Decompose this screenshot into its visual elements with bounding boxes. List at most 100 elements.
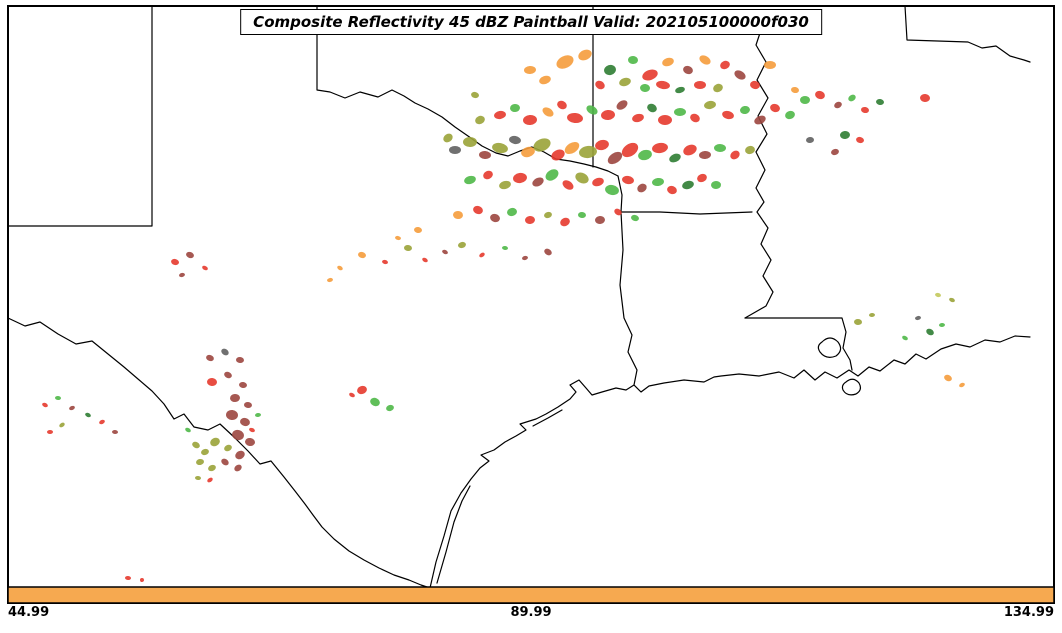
paintball-blob — [464, 175, 476, 185]
paintball-blob — [524, 65, 536, 75]
paintball-blob — [185, 427, 191, 433]
paintball-blob — [47, 429, 53, 435]
paintball-blob — [404, 244, 412, 252]
colorbar-tick-left: 44.99 — [8, 605, 50, 620]
paintball-blob — [640, 83, 650, 93]
paintball-blob — [722, 110, 734, 120]
paintball-blob — [697, 173, 707, 183]
paintball-blob — [125, 575, 131, 581]
paintball-blob — [944, 374, 952, 382]
paintball-blob — [647, 103, 657, 113]
paintball-blob — [442, 249, 448, 255]
paintball-blob — [69, 405, 75, 411]
paintball-blob — [522, 255, 528, 261]
paintball-blob — [443, 133, 453, 143]
paintball-blob — [186, 251, 194, 259]
paintball-blob — [675, 86, 685, 94]
paintball-blob — [658, 115, 672, 125]
paintball-blob — [382, 259, 388, 265]
paintball-blob — [562, 180, 574, 190]
paintball-blob — [754, 115, 766, 125]
paintball-blob — [507, 207, 517, 217]
paintball-blob — [699, 55, 711, 65]
paintball-blob — [848, 94, 856, 102]
paintball-blob — [395, 235, 401, 241]
paintball-blob — [605, 184, 619, 196]
paintball-blob — [740, 105, 750, 115]
plot-title: Composite Reflectivity 45 dBZ Paintball … — [240, 9, 822, 35]
paintball-blob — [179, 272, 185, 278]
paintball-blob — [236, 356, 244, 364]
paintball-blob — [607, 151, 623, 165]
paintball-blob — [513, 172, 527, 184]
paintball-blob — [414, 226, 422, 234]
paintball-blob — [578, 211, 586, 219]
border-texas-arkansas — [618, 176, 622, 212]
paintball-blob — [926, 328, 934, 336]
paintball-blob — [525, 215, 535, 225]
paintball-blob — [249, 427, 255, 433]
map-frame — [7, 5, 1055, 604]
paintball-blob — [720, 60, 730, 70]
paintball-blob — [224, 444, 232, 452]
paintball-blob — [532, 177, 544, 187]
paintball-blob — [586, 105, 598, 115]
paintball-blob — [915, 315, 921, 321]
paintball-blob — [327, 277, 333, 283]
paintball-blob — [714, 143, 726, 153]
paintball-blob — [521, 146, 535, 158]
paintball-blob — [475, 115, 485, 125]
paintball-blob — [539, 75, 551, 85]
paintball-blob — [230, 393, 240, 403]
paintball-blob — [601, 109, 615, 121]
paintball-blob — [240, 417, 250, 427]
paintball-blob — [59, 422, 65, 428]
paintball-blob — [734, 70, 746, 80]
paintball-blob — [713, 83, 723, 93]
paintball-blob — [652, 142, 668, 154]
barrier-island-matagorda — [533, 410, 562, 426]
paintball-blob — [959, 382, 965, 388]
paintball-blob — [652, 177, 664, 187]
paintball-blob — [99, 419, 105, 425]
paintball-blob — [490, 213, 500, 223]
paintball-blob — [221, 348, 229, 356]
paintball-blob — [201, 448, 209, 456]
paintball-blob — [499, 180, 511, 190]
paintball-blob — [556, 55, 574, 69]
paintball-blob — [208, 464, 216, 472]
paintball-blob — [711, 180, 721, 190]
paintball-blob — [619, 77, 631, 87]
paintball-blob — [876, 98, 884, 106]
paintball-blob — [358, 251, 366, 259]
paintball-blob — [861, 106, 869, 114]
paintball-blob — [235, 450, 245, 460]
paintball-blob — [854, 318, 862, 326]
paintball-blob — [578, 49, 592, 61]
paintball-blob — [920, 93, 930, 103]
paintball-blob — [557, 100, 567, 110]
paintball-blob — [575, 172, 589, 184]
paintball-blob — [745, 145, 755, 155]
paintball-blob — [637, 183, 647, 193]
paintball-blob — [192, 441, 200, 449]
paintball-blob — [449, 146, 461, 154]
paintball-blob — [632, 113, 644, 123]
lake-louisiana-1 — [818, 338, 840, 357]
paintball-blob — [621, 142, 639, 158]
paintball-blob — [949, 297, 955, 303]
paintball-blob — [595, 139, 609, 151]
border-oklahoma-red-river — [317, 6, 618, 176]
paintball-blob — [494, 110, 506, 120]
paintball-blob — [939, 322, 945, 328]
paintball-blob — [704, 100, 716, 110]
paintball-blob — [545, 169, 559, 181]
paintball-blob — [207, 477, 213, 483]
paintball-blob — [551, 149, 565, 161]
colorbar-tick-center: 89.99 — [510, 605, 552, 620]
paintball-blob — [770, 103, 780, 113]
paintball-blob — [140, 578, 144, 582]
paintball-blob — [42, 402, 48, 408]
paintball-blob — [502, 245, 508, 251]
paintball-blob — [357, 385, 367, 395]
